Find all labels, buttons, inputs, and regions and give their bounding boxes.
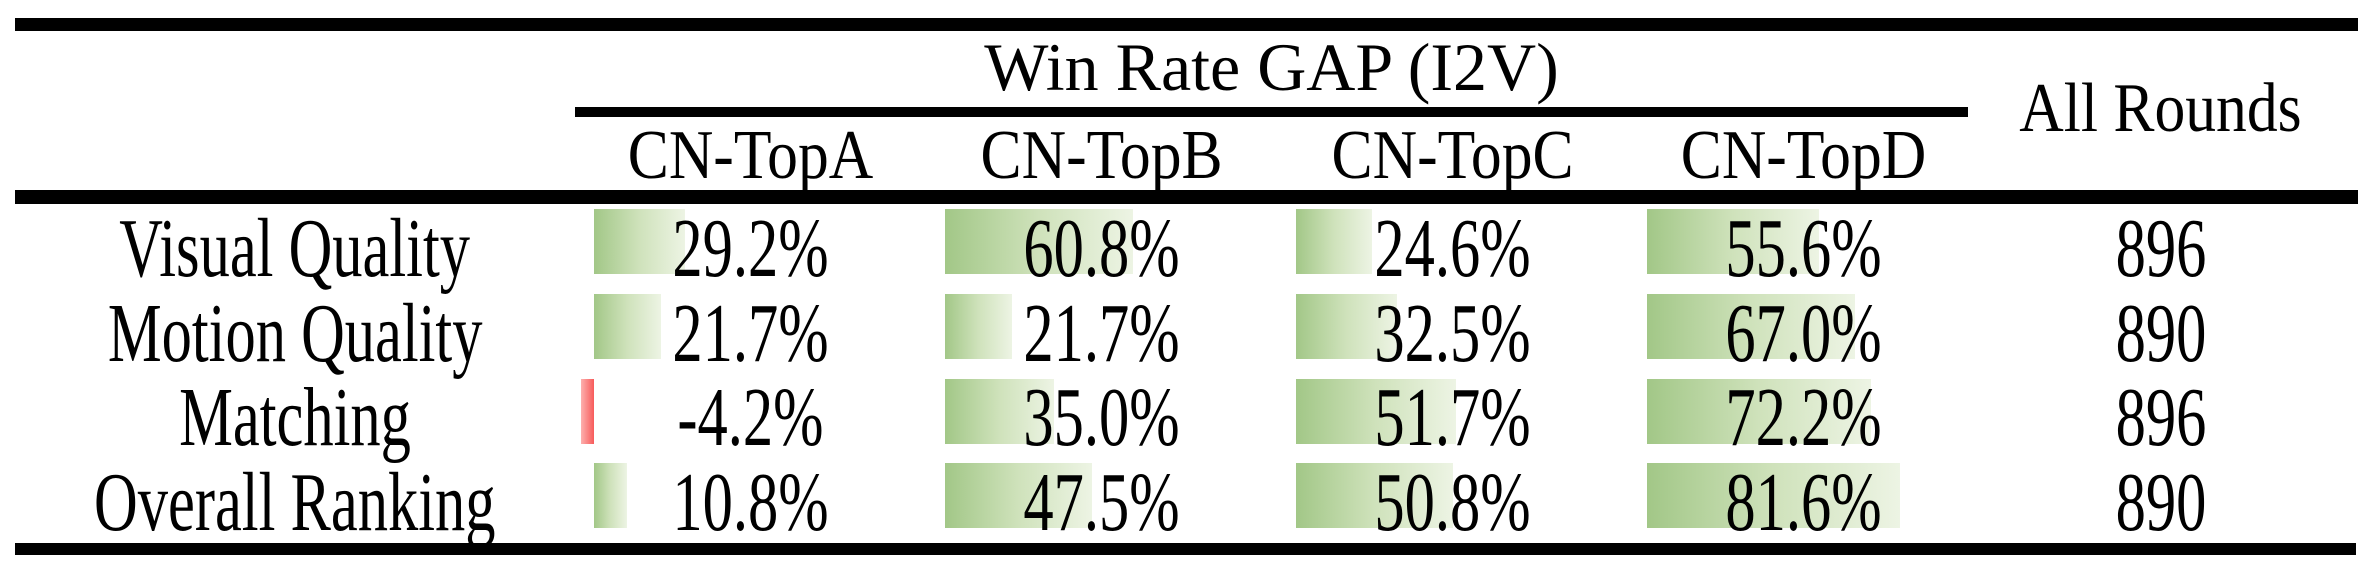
data-cell: 35.0%	[926, 371, 1277, 464]
data-cell: 21.7%	[926, 287, 1277, 380]
data-bar	[1647, 293, 1855, 359]
data-bar	[945, 209, 1134, 274]
all-rounds-value: 890	[2115, 286, 2206, 380]
column-header-all-rounds: All Rounds	[1979, 28, 2342, 190]
cell-value: -4.2%	[677, 371, 824, 465]
data-cell: 55.6%	[1628, 202, 1979, 295]
data-bar	[945, 463, 1093, 529]
cell-value: 21.7%	[672, 286, 829, 380]
data-cell: 47.5%	[926, 456, 1277, 549]
all-rounds-cell: 896	[1979, 371, 2342, 464]
column-header-label: CN-TopB	[980, 116, 1223, 194]
data-cell: 21.7%	[575, 287, 926, 380]
all-rounds-value: 890	[2115, 456, 2206, 550]
table-body: Visual Quality 29.2% 60.8% 24.6% 55.6% 8…	[0, 202, 2374, 549]
data-bar	[594, 293, 662, 359]
cell-value: 51.7%	[1374, 371, 1531, 465]
row-label-text: Matching	[179, 371, 411, 465]
data-cell: -4.2%	[575, 371, 926, 464]
cell-value: 67.0%	[1725, 286, 1882, 380]
all-rounds-value: 896	[2115, 201, 2206, 295]
data-bar	[1296, 463, 1454, 529]
data-bar	[1296, 209, 1373, 274]
cell-value: 81.6%	[1725, 456, 1882, 550]
column-header-label: CN-TopA	[627, 116, 874, 194]
data-cell: 10.8%	[575, 456, 926, 549]
group-header-underline-rule	[575, 107, 1968, 117]
table-top-rule	[15, 18, 2358, 31]
column-header-label: CN-TopC	[1331, 116, 1574, 194]
column-header-cn-topb: CN-TopB	[926, 117, 1277, 194]
group-header-label: Win Rate GAP (I2V)	[984, 28, 1559, 105]
data-bar	[1296, 378, 1457, 444]
group-header-win-rate-gap: Win Rate GAP (I2V)	[575, 28, 1968, 106]
data-bar	[1647, 209, 1820, 274]
data-bar-negative	[580, 378, 594, 444]
cell-value: 10.8%	[672, 456, 829, 550]
cell-value: 32.5%	[1374, 286, 1531, 380]
cell-value: 55.6%	[1725, 201, 1882, 295]
row-label: Visual Quality	[15, 202, 575, 295]
data-bar	[594, 209, 685, 274]
row-label: Matching	[15, 371, 575, 464]
header-separator-rule	[15, 190, 2358, 204]
table-row-matching: Matching -4.2% 35.0% 51.7% 72.2% 896	[0, 371, 2374, 464]
data-bar	[1296, 293, 1397, 359]
column-header-label: CN-TopD	[1680, 116, 1927, 194]
row-label: Overall Ranking	[15, 456, 575, 549]
data-bar	[945, 378, 1054, 444]
cell-value: 24.6%	[1374, 201, 1531, 295]
data-cell: 60.8%	[926, 202, 1277, 295]
data-cell: 51.7%	[1277, 371, 1628, 464]
data-cell: 29.2%	[575, 202, 926, 295]
data-cell: 72.2%	[1628, 371, 1979, 464]
data-cell: 32.5%	[1277, 287, 1628, 380]
row-label-text: Visual Quality	[119, 201, 471, 295]
data-bar	[1647, 378, 1871, 444]
cell-value: 47.5%	[1023, 456, 1180, 550]
cell-value: 35.0%	[1023, 371, 1180, 465]
cell-value: 29.2%	[672, 201, 829, 295]
data-cell: 67.0%	[1628, 287, 1979, 380]
table-row-visual-quality: Visual Quality 29.2% 60.8% 24.6% 55.6% 8…	[0, 202, 2374, 295]
column-header-cn-topd: CN-TopD	[1628, 117, 1979, 194]
row-label-text: Motion Quality	[107, 286, 483, 380]
table-bottom-rule	[15, 543, 2356, 555]
table-row-overall-ranking: Overall Ranking 10.8% 47.5% 50.8% 81.6% …	[0, 456, 2374, 549]
data-cell: 50.8%	[1277, 456, 1628, 549]
cell-value: 50.8%	[1374, 456, 1531, 550]
data-bar	[1647, 463, 1900, 529]
all-rounds-cell: 890	[1979, 456, 2342, 549]
column-header-cn-topa: CN-TopA	[575, 117, 926, 194]
all-rounds-value: 896	[2115, 371, 2206, 465]
cell-value: 60.8%	[1023, 201, 1180, 295]
row-label: Motion Quality	[15, 287, 575, 380]
data-cell: 81.6%	[1628, 456, 1979, 549]
table-row-motion-quality: Motion Quality 21.7% 21.7% 32.5% 67.0% 8…	[0, 287, 2374, 380]
data-bar	[594, 463, 628, 529]
cell-value: 21.7%	[1023, 286, 1180, 380]
all-rounds-cell: 890	[1979, 287, 2342, 380]
row-label-text: Overall Ranking	[94, 456, 496, 550]
data-bar	[945, 293, 1013, 359]
data-cell: 24.6%	[1277, 202, 1628, 295]
column-header-cn-topc: CN-TopC	[1277, 117, 1628, 194]
all-rounds-cell: 896	[1979, 202, 2342, 295]
cell-value: 72.2%	[1725, 371, 1882, 465]
column-header-label: All Rounds	[2019, 70, 2302, 147]
